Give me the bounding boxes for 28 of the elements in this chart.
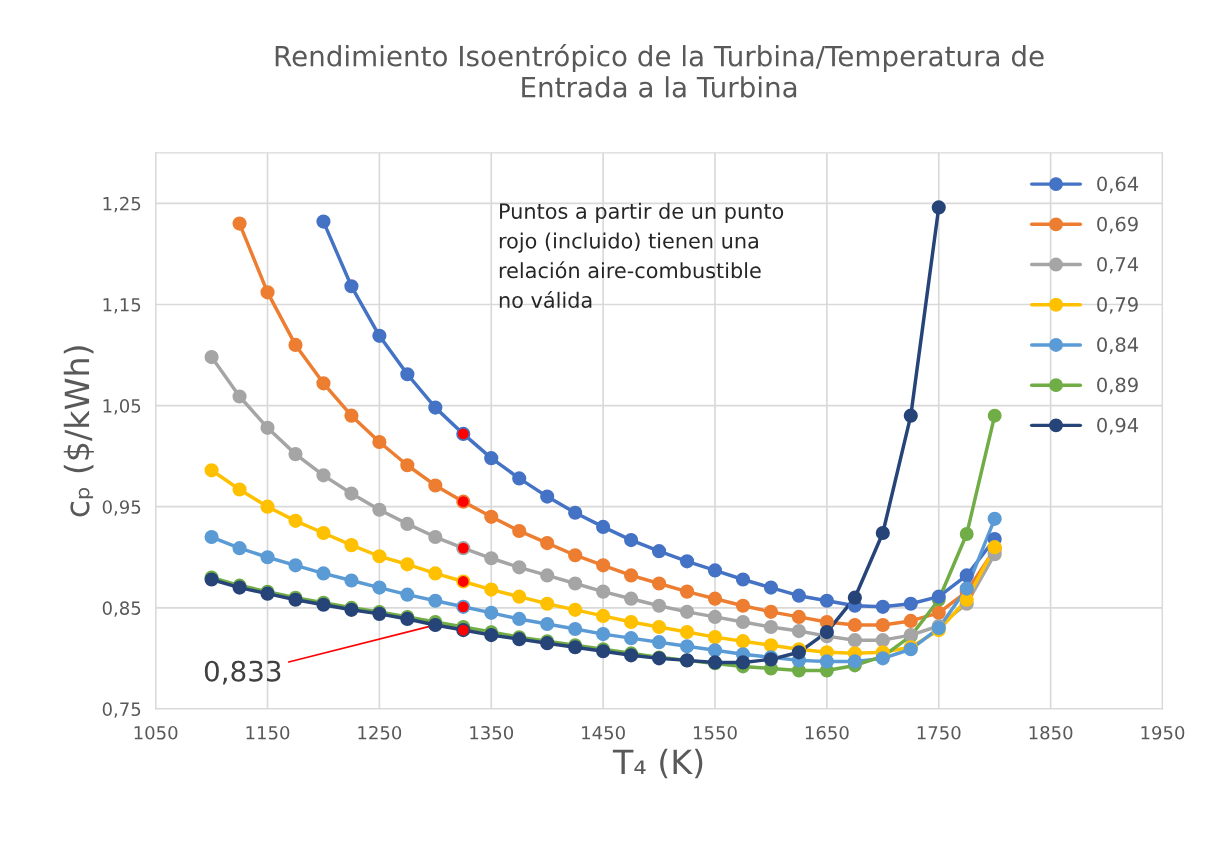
y-tick-label: 1,15 xyxy=(103,298,141,314)
annotation: Puntos a partir de un punto rojo (incluido) tienen una relación aire-combustible no válida xyxy=(499,202,784,308)
x-tick-label: 1950 xyxy=(1141,725,1185,740)
legend-label: 0,64 xyxy=(1097,176,1139,194)
legend-label: 0,69 xyxy=(1097,216,1138,234)
y-tick-label: 0,95 xyxy=(102,500,141,516)
legend-label: 0,84 xyxy=(1097,337,1139,355)
y-tick-label: 0,85 xyxy=(102,601,141,617)
y-tick-label: 1,05 xyxy=(103,399,141,415)
x-tick-label: 1750 xyxy=(917,725,961,740)
x-tick-label: 1550 xyxy=(694,725,737,740)
x-tick-label: 1850 xyxy=(1029,725,1073,740)
legend-label: 0,89 xyxy=(1097,377,1138,395)
x-tick-label: 1050 xyxy=(134,725,178,740)
legend-label: 0,94 xyxy=(1097,417,1139,435)
annotation: 0,833 xyxy=(204,660,281,685)
y-axis-title: cₚ ($/kWh) xyxy=(63,346,94,517)
x-tick-label: 1350 xyxy=(470,725,514,740)
x-tick-label: 1250 xyxy=(358,725,402,740)
y-tick-label: 1,25 xyxy=(103,196,141,213)
x-tick-label: 1450 xyxy=(582,725,625,740)
x-axis-title: T₄ (K) xyxy=(612,748,703,779)
legend-label: 0,74 xyxy=(1097,256,1139,274)
y-tick-label: 0,75 xyxy=(102,702,141,718)
x-tick-label: 1150 xyxy=(246,725,290,740)
legend-label: 0,79 xyxy=(1097,297,1138,314)
x-tick-label: 1650 xyxy=(805,725,849,740)
chart-title: Rendimiento Isoentrópico de la Turbina/Temperatura de Entrada a la Turbina xyxy=(275,43,1044,98)
